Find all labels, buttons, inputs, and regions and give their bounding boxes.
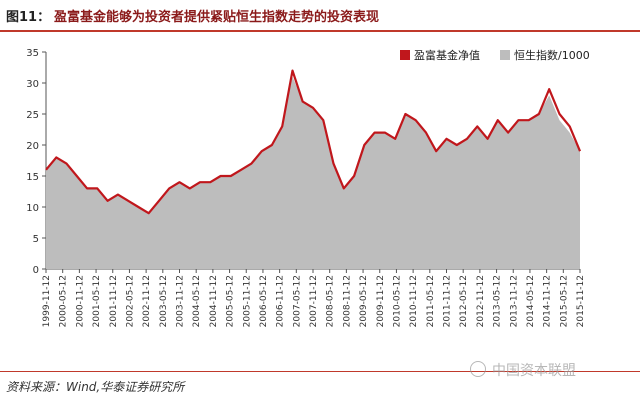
series-area-hsi [46,76,580,269]
legend-label-hsi: 恒生指数/1000 [514,48,590,62]
x-tick-label: 2013-05-12 [493,275,503,327]
footer-divider [0,371,640,372]
y-tick-label: 20 [26,141,39,152]
x-tick-label: 2002-11-12 [142,275,152,327]
x-tick-label: 2006-11-12 [276,275,286,327]
x-tick-label: 2007-05-12 [292,275,302,327]
x-tick-label: 2007-11-12 [309,275,319,327]
y-tick-label: 35 [26,48,39,59]
y-tick-label: 15 [26,172,39,183]
x-tick-label: 2012-11-12 [476,275,486,327]
source-note: 资料来源：Wind,华泰证券研究所 [6,380,185,394]
y-tick-label: 25 [26,110,39,121]
y-tick-label: 5 [33,234,39,245]
x-tick-label: 2014-05-12 [526,275,536,327]
chart: 0 5 10 15 20 25 30 35 1999-11-12 2000-05-12 2000-1… [26,48,590,327]
x-tick-label: 2009-11-12 [376,275,386,327]
y-tick-label: 0 [33,265,39,276]
figure-title: 盈富基金能够为投资者提供紧贴恒生指数走势的投资表现 [54,10,380,25]
x-tick-label: 1999-11-12 [42,275,52,327]
series-line-nav [45,69,582,215]
x-tick-label: 2001-11-12 [109,275,119,327]
x-tick-label: 2010-05-12 [392,275,402,327]
x-tick-label: 2000-05-12 [59,275,69,327]
x-tick-label: 2010-11-12 [409,275,419,327]
x-tick-label: 2002-05-12 [125,275,135,327]
figure-title-bar: 图11： 盈富基金能够为投资者提供紧贴恒生指数走势的投资表现 [0,0,640,32]
x-tick-label: 2001-05-12 [92,275,102,327]
x-tick-label: 2004-05-12 [192,275,202,327]
x-tick-label: 2008-05-12 [326,275,336,327]
x-tick-label: 2005-05-12 [226,275,236,327]
x-tick-label: 2000-11-12 [75,275,85,327]
x-tick-label: 2009-05-12 [359,275,369,327]
x-tick-label: 2011-11-12 [443,275,453,327]
legend-swatch-nav [400,50,410,60]
x-tick-label: 2011-05-12 [426,275,436,327]
x-tick-label: 2003-05-12 [159,275,169,327]
x-tick-label: 2008-11-12 [342,275,352,327]
x-tick-label: 2015-05-12 [559,275,569,327]
x-tick-label: 2004-11-12 [209,275,219,327]
legend-swatch-hsi [500,50,510,60]
legend-label-nav: 盈富基金净值 [414,48,480,62]
x-tick-label: 2006-05-12 [259,275,269,327]
x-tick-label: 2003-11-12 [176,275,186,327]
y-tick-label: 10 [26,203,39,214]
wechat-icon [470,361,486,377]
figure-number: 图11： [6,10,51,25]
x-tick-label: 2012-05-12 [459,275,469,327]
watermark-text: 中国资本联盟 [492,363,576,379]
watermark: 中国资本联盟 [470,360,576,380]
x-tick-label: 2005-11-12 [242,275,252,327]
y-tick-label: 30 [26,79,39,90]
x-tick-label: 2013-11-12 [509,275,519,327]
x-tick-label: 2015-11-12 [576,275,586,327]
x-tick-label: 2014-11-12 [543,275,553,327]
